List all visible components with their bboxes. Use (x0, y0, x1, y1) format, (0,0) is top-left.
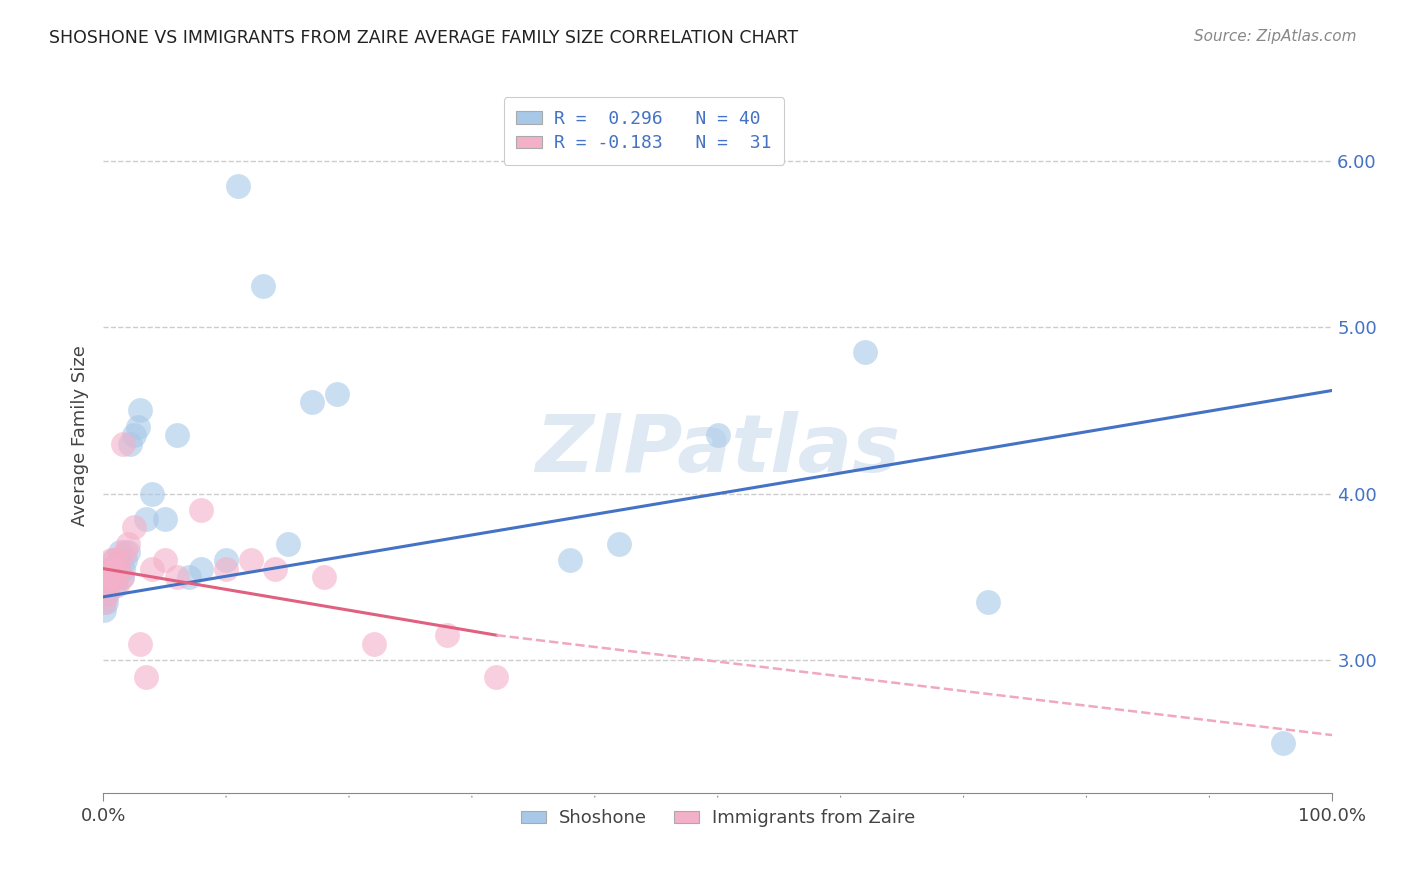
Legend: Shoshone, Immigrants from Zaire: Shoshone, Immigrants from Zaire (513, 802, 922, 834)
Point (114, 553, 136, 567)
Point (100, 561, 122, 575)
Point (129, 636, 152, 650)
Point (325, 386, 347, 401)
Point (110, 570, 132, 584)
Point (228, 178, 250, 193)
Point (276, 536, 298, 550)
Point (100, 570, 122, 584)
Point (107, 561, 129, 575)
Point (96, 586, 118, 600)
Point (120, 436, 142, 450)
Point (215, 561, 238, 575)
Point (135, 511, 157, 525)
Point (141, 486, 163, 500)
Point (110, 545, 132, 559)
Point (166, 428, 188, 442)
Point (1272, 736, 1295, 750)
Point (93, 595, 115, 609)
Point (122, 428, 145, 442)
Point (101, 561, 124, 575)
Text: ZIPatlas: ZIPatlas (536, 410, 900, 489)
Point (107, 561, 129, 575)
Point (100, 570, 122, 584)
Point (94, 595, 117, 609)
Point (105, 570, 128, 584)
Point (560, 553, 582, 567)
Point (110, 570, 132, 584)
Point (93, 603, 115, 617)
Point (104, 570, 127, 584)
Point (114, 545, 136, 559)
Point (301, 395, 323, 409)
Point (111, 436, 134, 450)
Point (239, 553, 262, 567)
Text: SHOSHONE VS IMMIGRANTS FROM ZAIRE AVERAGE FAMILY SIZE CORRELATION CHART: SHOSHONE VS IMMIGRANTS FROM ZAIRE AVERAG… (49, 29, 799, 46)
Point (108, 553, 131, 567)
Point (94, 586, 117, 600)
Point (363, 636, 385, 650)
Point (977, 595, 1000, 609)
Point (485, 670, 508, 684)
Point (98, 561, 121, 575)
Point (314, 570, 336, 584)
Point (436, 628, 458, 642)
Point (190, 561, 212, 575)
Point (105, 578, 128, 592)
Point (111, 561, 134, 575)
Point (135, 670, 157, 684)
Point (117, 536, 139, 550)
Text: Source: ZipAtlas.com: Source: ZipAtlas.com (1194, 29, 1357, 44)
Point (153, 553, 176, 567)
Point (179, 570, 201, 584)
Point (190, 503, 212, 517)
Point (98, 570, 121, 584)
Point (706, 428, 728, 442)
Point (97, 570, 120, 584)
Point (117, 545, 139, 559)
Point (127, 420, 149, 434)
Point (853, 345, 876, 359)
Point (129, 403, 152, 417)
Point (609, 536, 631, 550)
Point (108, 553, 131, 567)
Y-axis label: Average Family Size: Average Family Size (72, 345, 89, 525)
Point (264, 561, 287, 575)
Point (103, 553, 125, 567)
Point (103, 553, 125, 567)
Point (215, 553, 238, 567)
Point (104, 578, 127, 592)
Point (153, 511, 176, 525)
Point (96, 578, 118, 592)
Point (100, 553, 122, 567)
Point (166, 570, 188, 584)
Point (97, 578, 120, 592)
Point (122, 520, 145, 534)
Point (141, 561, 163, 575)
Point (101, 561, 124, 575)
Point (252, 278, 274, 293)
